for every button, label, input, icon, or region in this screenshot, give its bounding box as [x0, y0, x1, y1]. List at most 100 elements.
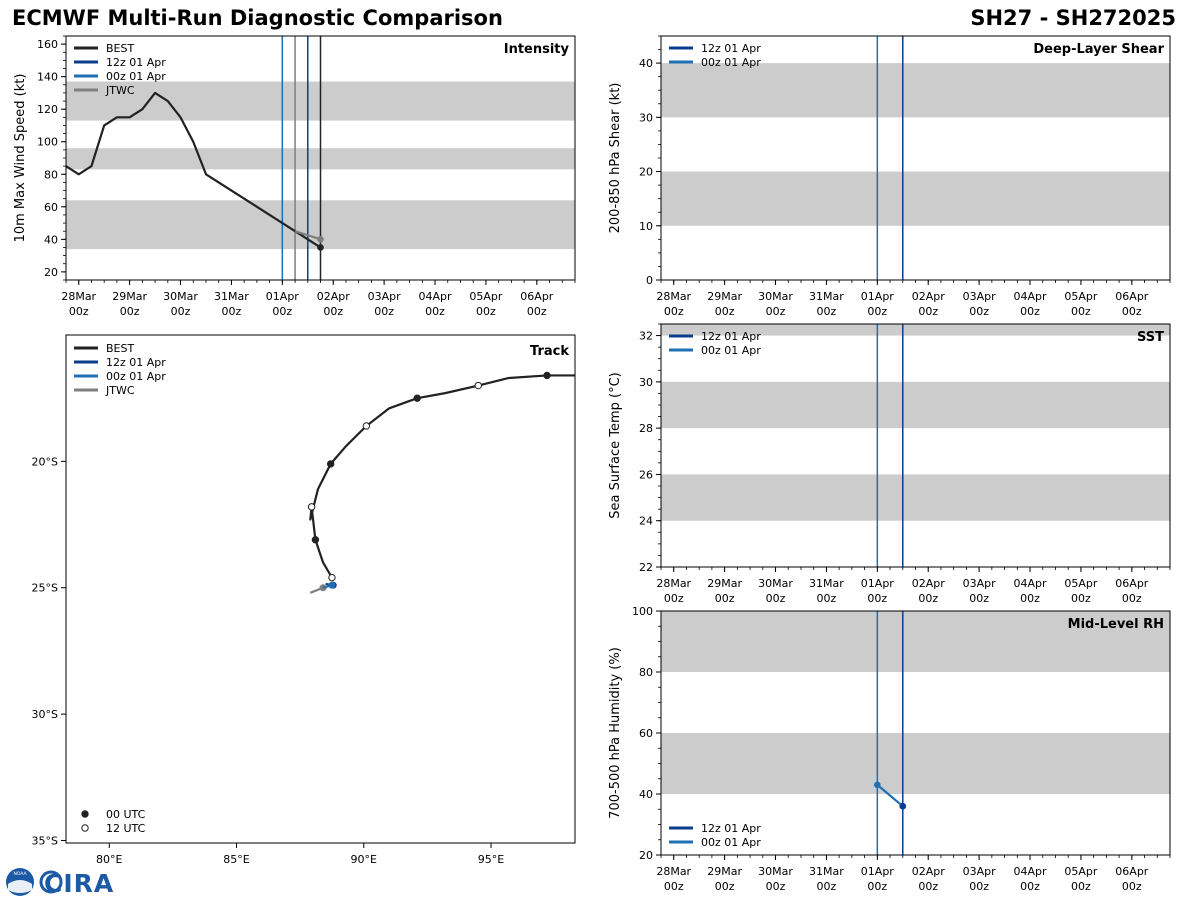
shear-xtick-sublabel: 00z [918, 305, 938, 318]
track-marker-legend-symbol [81, 810, 89, 818]
sst-xtick-label: 04Apr [1014, 577, 1048, 590]
best-track-marker [362, 422, 371, 430]
intensity-ytick-label: 160 [37, 38, 58, 51]
shear-xtick-label: 02Apr [912, 290, 946, 303]
rh-point [874, 781, 881, 789]
sst-band [661, 324, 1170, 336]
shear-xtick-sublabel: 00z [969, 305, 989, 318]
shear-xtick-sublabel: 00z [766, 305, 786, 318]
best-track-marker [328, 573, 336, 582]
rh-series-line [876, 784, 904, 808]
intensity-ytick-label: 40 [44, 233, 58, 246]
track-xtick-label: 90°E [351, 853, 377, 866]
sst-xtick-sublabel: 00z [766, 592, 786, 605]
intensity-point [317, 236, 324, 243]
intensity-point [317, 244, 324, 251]
cira-logo-text: CIRA [44, 869, 114, 898]
sst-xtick-label: 01Apr [861, 577, 895, 590]
intensity-series-line [294, 230, 321, 241]
shear-xtick-sublabel: 00z [1071, 305, 1091, 318]
track-frame [65, 334, 576, 844]
rh-legend-label: 12z 01 Apr [701, 822, 761, 835]
shear-panel: 0 10 20 30 40 28Mar 00z 29Mar 00z 30Mar 00z 31Mar 00… [608, 35, 1171, 318]
sst-ytick-label: 30 [639, 376, 653, 389]
intensity-legend-label: BEST [106, 42, 134, 55]
intensity-xtick-sublabel: 00z [272, 305, 292, 318]
intensity-ytick-label: 60 [44, 201, 58, 214]
intensity-xtick-label: 02Apr [317, 290, 351, 303]
rh-xtick-sublabel: 00z [817, 880, 837, 893]
sst-panel: 22 24 26 28 30 32 28Mar 00z 29Mar 00z 30Mar 00z 31Ma… [608, 323, 1171, 605]
track-legend-label: JTWC [105, 384, 135, 397]
rh-legend-label: 00z 01 Apr [701, 836, 761, 849]
rh-point [899, 802, 907, 810]
sst-xtick-sublabel: 00z [969, 592, 989, 605]
track-series-point [328, 581, 336, 589]
rh-ytick-label: 40 [639, 788, 653, 801]
rh-xtick-label: 06Apr [1115, 865, 1149, 878]
rh-panel: 20 40 60 80 100 28Mar 00z 29Mar 00z 30Mar 00z 31Mar… [608, 605, 1171, 893]
track-marker-legend-label: 12 UTC [106, 822, 146, 835]
rh-xtick-label: 01Apr [861, 865, 895, 878]
rh-xtick-sublabel: 00z [867, 880, 887, 893]
intensity-xtick-sublabel: 00z [425, 305, 445, 318]
best-track-marker [543, 371, 551, 380]
rh-xtick-sublabel: 00z [766, 880, 786, 893]
intensity-series-line [65, 91, 322, 249]
sst-ytick-label: 24 [639, 515, 653, 528]
intensity-xtick-sublabel: 00z [374, 305, 394, 318]
intensity-ytick-label: 100 [37, 136, 58, 149]
shear-xtick-sublabel: 00z [1122, 305, 1142, 318]
sst-xtick-label: 02Apr [912, 577, 946, 590]
sst-legend-label: 00z 01 Apr [701, 344, 761, 357]
sst-ylabel: Sea Surface Temp (°C) [608, 372, 623, 519]
sst-legend-label: 12z 01 Apr [701, 330, 761, 343]
track-legend-label: 00z 01 Apr [106, 370, 166, 383]
shear-xtick-label: 29Mar [707, 290, 742, 303]
sst-xtick-label: 31Mar [809, 577, 844, 590]
sst-xtick-label: 30Mar [758, 577, 793, 590]
intensity-ylabel: 10m Max Wind Speed (kt) [13, 74, 28, 243]
sst-frame [660, 323, 1171, 568]
cira-globe-icon [39, 870, 63, 894]
intensity-xtick-label: 29Mar [112, 290, 147, 303]
rh-xtick-sublabel: 00z [715, 880, 735, 893]
sst-xtick-sublabel: 00z [1071, 592, 1091, 605]
shear-legend-label: 12z 01 Apr [701, 42, 761, 55]
sst-band [661, 381, 1170, 429]
track-panel: 80°E 85°E 90°E 95°E 20°S 25°S 30°S 35°S Track BES… [32, 334, 576, 866]
storm-id: SH27 - SH272025 [970, 6, 1176, 30]
best-track-line [309, 374, 575, 579]
sst-xtick-sublabel: 00z [715, 592, 735, 605]
rh-xtick-sublabel: 00z [1071, 880, 1091, 893]
intensity-ytick-label: 140 [37, 71, 58, 84]
rh-ytick-label: 20 [639, 849, 653, 862]
shear-xtick-label: 01Apr [861, 290, 895, 303]
track-xtick-label: 95°E [478, 853, 504, 866]
intensity-legend-label: JTWC [105, 84, 135, 97]
sst-xtick-label: 29Mar [707, 577, 742, 590]
sst-xtick-sublabel: 00z [867, 592, 887, 605]
rh-xtick-sublabel: 00z [918, 880, 938, 893]
best-track-marker [307, 503, 316, 511]
noaa-logo-text: NOAA [13, 871, 27, 877]
rh-xtick-sublabel: 00z [1020, 880, 1040, 893]
intensity-xtick-label: 06Apr [520, 290, 554, 303]
rh-xtick-sublabel: 00z [969, 880, 989, 893]
shear-legend-label: 00z 01 Apr [701, 56, 761, 69]
sst-ytick-label: 28 [639, 422, 653, 435]
figure-title: ECMWF Multi-Run Diagnostic Comparison [12, 6, 503, 30]
rh-xtick-sublabel: 00z [1122, 880, 1142, 893]
rh-xtick-label: 05Apr [1064, 865, 1098, 878]
shear-xtick-sublabel: 00z [664, 305, 684, 318]
sst-xtick-sublabel: 00z [1020, 592, 1040, 605]
shear-xtick-sublabel: 00z [1020, 305, 1040, 318]
sst-ytick-label: 32 [639, 330, 653, 343]
intensity-xtick-sublabel: 00z [323, 305, 343, 318]
intensity-xtick-label: 03Apr [368, 290, 402, 303]
shear-ytick-label: 0 [646, 274, 653, 287]
rh-xtick-sublabel: 00z [664, 880, 684, 893]
rh-ylabel: 700-500 hPa Humidity (%) [608, 647, 623, 819]
intensity-legend-label: 00z 01 Apr [106, 70, 166, 83]
intensity-xtick-label: 01Apr [266, 290, 300, 303]
